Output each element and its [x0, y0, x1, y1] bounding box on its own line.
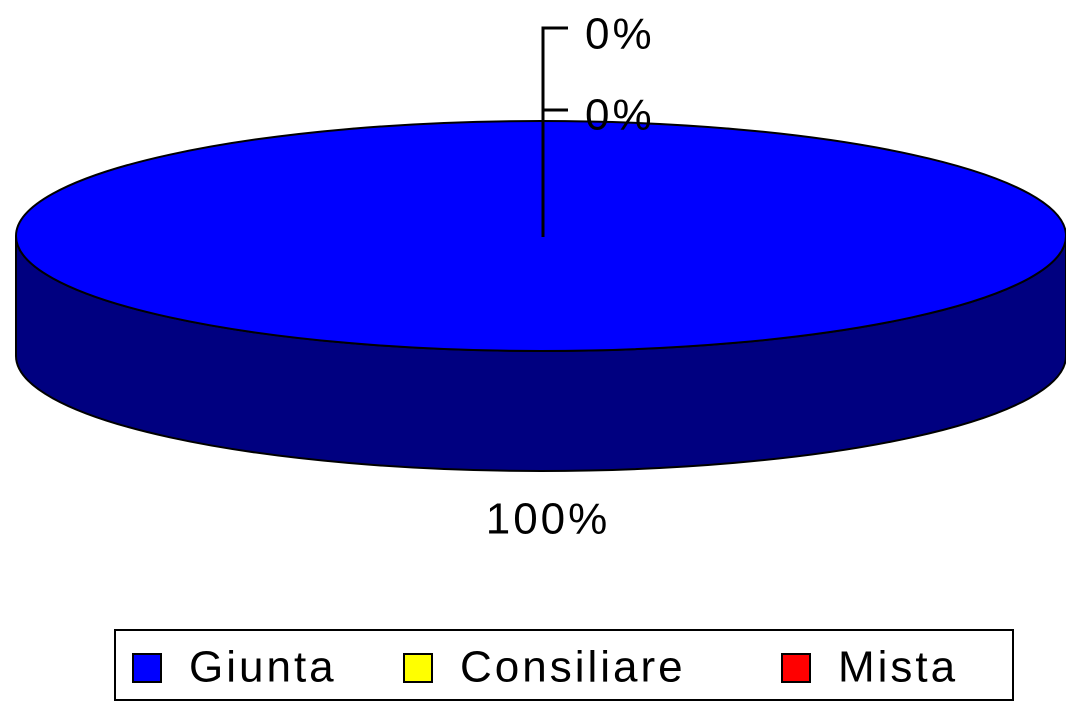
legend-label: Consiliare	[460, 643, 686, 692]
legend-box	[114, 629, 1014, 701]
data-label: 100%	[486, 495, 611, 544]
leader-line	[541, 26, 568, 237]
pie-slice	[15, 120, 1066, 352]
legend-label: Mista	[838, 643, 958, 692]
data-label: 0%	[585, 10, 655, 59]
data-label: 0%	[585, 91, 655, 140]
legend-label: Giunta	[189, 643, 337, 692]
legend-swatch	[403, 653, 433, 683]
legend-swatch	[781, 653, 811, 683]
legend-swatch	[132, 653, 162, 683]
